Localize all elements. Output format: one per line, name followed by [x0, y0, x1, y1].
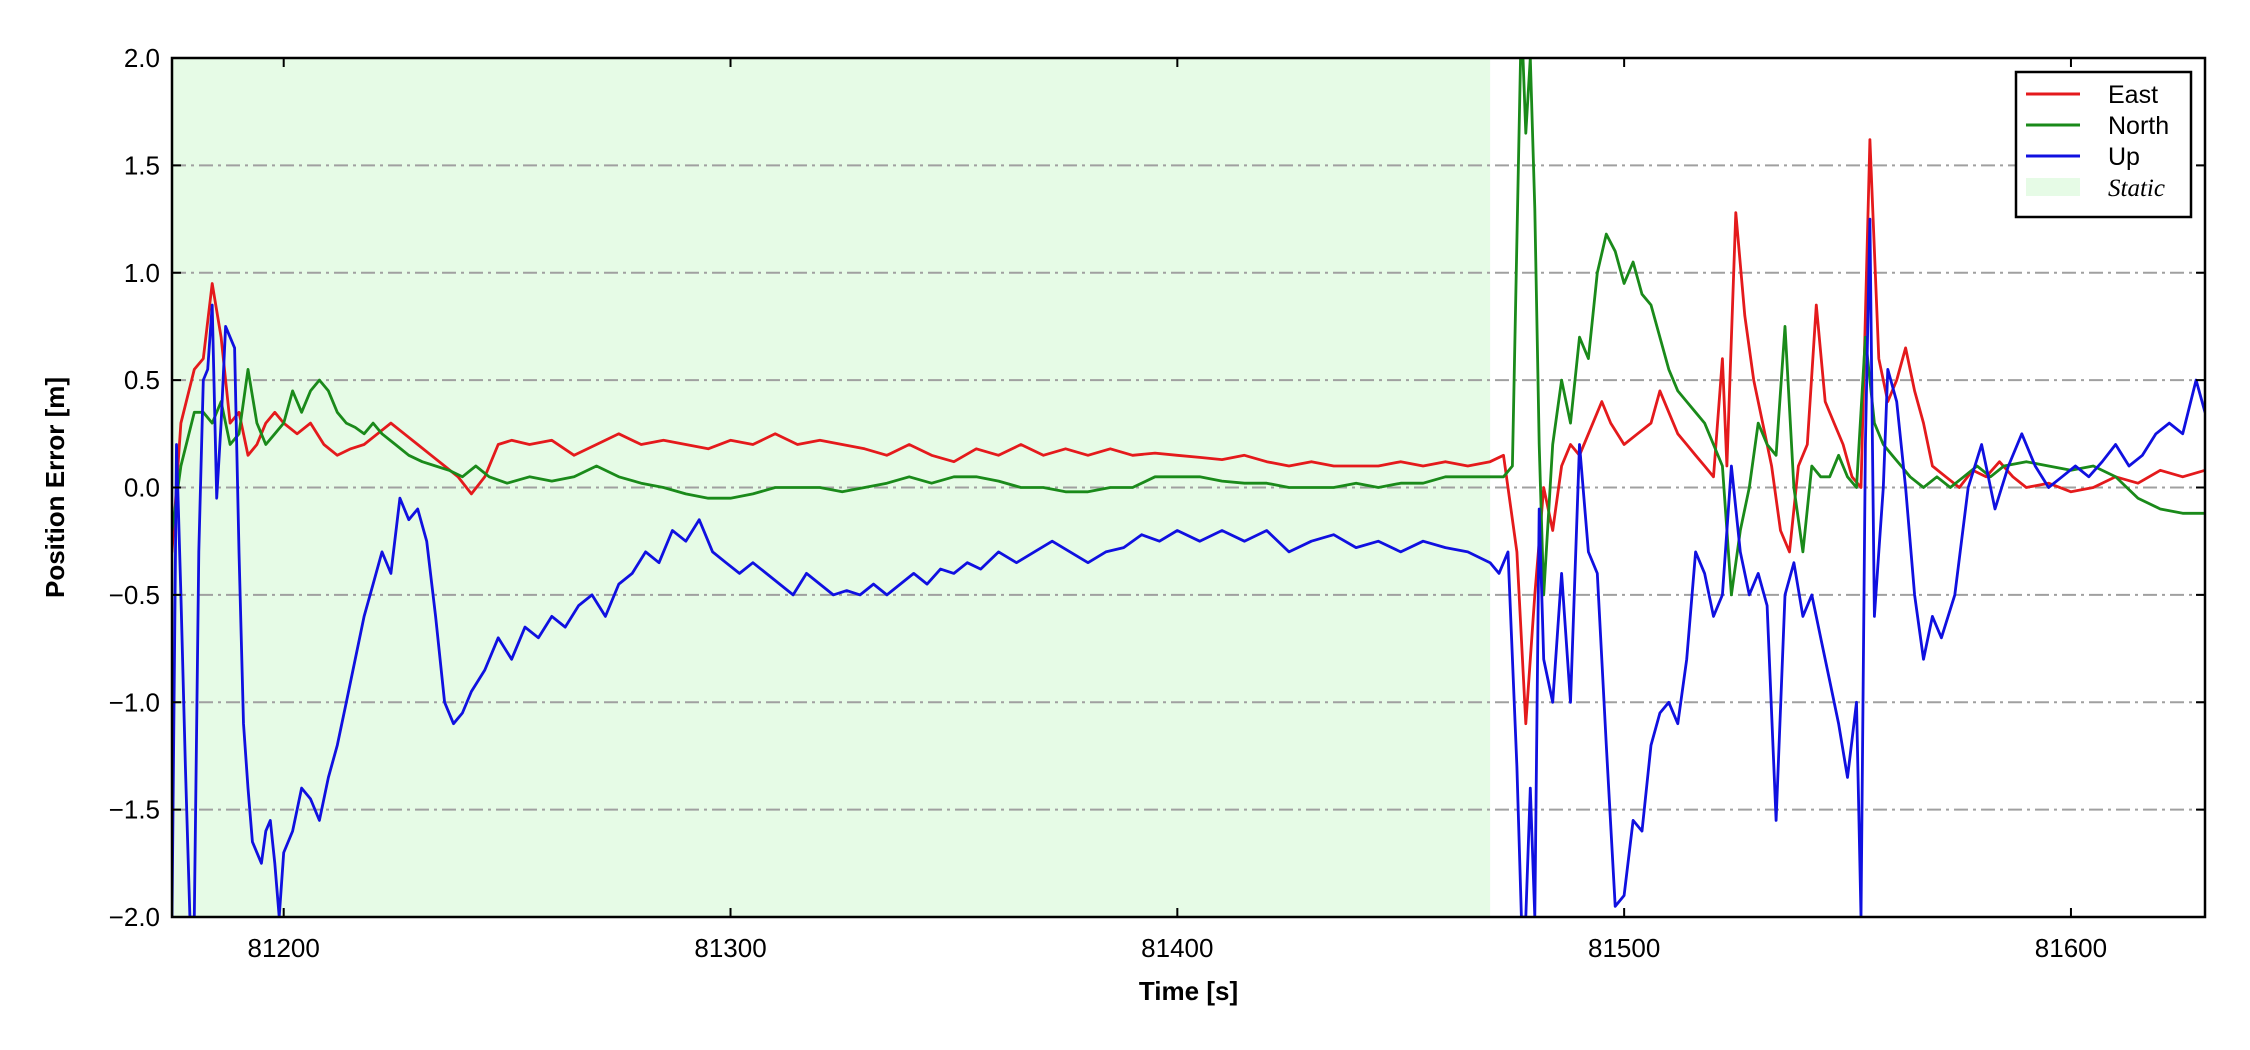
y-tick-label: −1.0: [109, 687, 160, 717]
x-axis-title: Time [s]: [1139, 976, 1238, 1006]
x-tick-label: 81300: [694, 933, 766, 963]
legend-label-up: Up: [2108, 143, 2140, 171]
series-line-east: [172, 138, 2205, 726]
y-tick-label: −0.5: [109, 580, 160, 610]
series-line-up: [172, 217, 2205, 917]
x-axis: 81200 81300 81400 81500 81600: [248, 58, 2107, 963]
x-tick-label: 81500: [1588, 933, 1660, 963]
legend: East North Up Static: [2014, 70, 2193, 219]
y-tick-label: −2.0: [109, 902, 160, 932]
y-axis: −2.0 −1.5 −1.0 −0.5 0.0 0.5 1.0 1.5 2.0: [109, 43, 2205, 932]
x-tick-label: 81400: [1141, 933, 1213, 963]
y-tick-label: 2.0: [124, 43, 160, 73]
x-tick-label: 81200: [248, 933, 320, 963]
series-line-north: [172, 58, 2205, 597]
series-layer: [172, 58, 2205, 917]
y-tick-label: 1.0: [124, 258, 160, 288]
y-tick-label: 0.5: [124, 365, 160, 395]
legend-label-north: North: [2108, 112, 2169, 140]
y-tick-label: 0.0: [124, 473, 160, 503]
legend-label-static: Static: [2108, 175, 2165, 202]
y-tick-label: −1.5: [109, 795, 160, 825]
y-axis-title: Position Error [m]: [40, 377, 70, 598]
legend-swatch-static: [2026, 178, 2080, 196]
x-tick-label: 81600: [2035, 933, 2107, 963]
legend-label-east: East: [2108, 81, 2158, 109]
plot-area: [170, 56, 2207, 919]
y-tick-label: 1.5: [124, 150, 160, 180]
